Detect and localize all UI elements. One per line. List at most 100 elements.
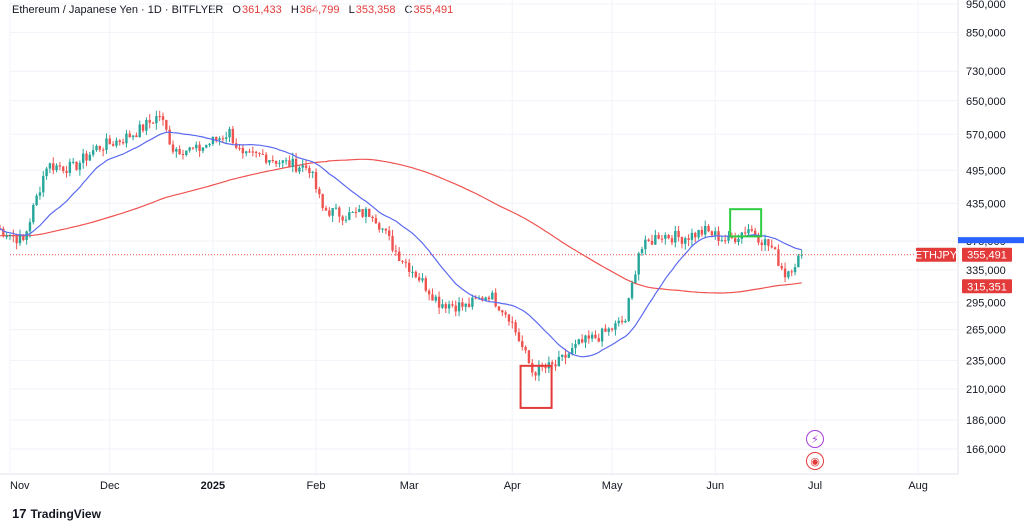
candle-body bbox=[577, 339, 581, 344]
candle-body bbox=[407, 262, 411, 272]
candle-body bbox=[584, 335, 587, 343]
slow-ma-tag: 315,351 bbox=[967, 281, 1007, 293]
candle-body bbox=[570, 348, 574, 354]
candle-body bbox=[421, 278, 424, 281]
low-label: L bbox=[348, 4, 355, 16]
candle-body bbox=[62, 166, 65, 171]
candle-body bbox=[447, 304, 451, 309]
candle-body bbox=[587, 335, 591, 339]
candle-body bbox=[527, 350, 531, 364]
candle-body bbox=[594, 334, 597, 339]
candle-body bbox=[68, 161, 72, 173]
candle-body bbox=[727, 236, 730, 241]
candle-body bbox=[161, 116, 165, 120]
candle-body bbox=[560, 354, 564, 357]
candle-body bbox=[411, 271, 414, 273]
last-price-tag: 355,491 bbox=[967, 250, 1007, 262]
candle-body bbox=[424, 278, 428, 291]
candle-body bbox=[451, 304, 454, 306]
candle-body bbox=[188, 147, 191, 151]
tradingview-logo[interactable]: 17 TradingView bbox=[12, 506, 101, 521]
candle-body bbox=[215, 136, 218, 141]
time-tick-label: Dec bbox=[100, 480, 120, 492]
high-annotation-box bbox=[729, 208, 763, 238]
candle-body bbox=[627, 298, 630, 321]
candle-body bbox=[650, 240, 654, 245]
candle-body bbox=[747, 229, 750, 234]
candle-body bbox=[141, 124, 145, 131]
close-label: C bbox=[404, 4, 413, 16]
lightning-icon[interactable]: ⚡ bbox=[806, 430, 824, 448]
candle-body bbox=[18, 234, 22, 244]
candle-body bbox=[371, 216, 374, 219]
candle-body bbox=[321, 194, 324, 209]
candle-body bbox=[151, 122, 155, 124]
annotations bbox=[519, 208, 763, 409]
candle-body bbox=[557, 356, 561, 367]
candle-body bbox=[331, 208, 334, 216]
candle-body bbox=[35, 195, 38, 206]
candle-body bbox=[45, 168, 48, 177]
candle-body bbox=[288, 160, 291, 167]
candle-body bbox=[338, 207, 341, 217]
candle-body bbox=[634, 274, 637, 284]
candle-body bbox=[364, 208, 368, 217]
candle-body bbox=[105, 138, 108, 151]
candle-body bbox=[660, 238, 664, 240]
candle-body bbox=[590, 334, 594, 339]
time-tick-label: Feb bbox=[307, 480, 326, 492]
candle-body bbox=[268, 160, 271, 163]
candle-body bbox=[614, 323, 617, 330]
candle-body bbox=[271, 160, 274, 162]
candle-body bbox=[481, 297, 484, 301]
candle-body bbox=[244, 151, 248, 154]
record-icon[interactable]: ◉ bbox=[806, 452, 824, 470]
candle-body bbox=[301, 165, 304, 168]
candle-body bbox=[55, 165, 58, 171]
candle-body bbox=[600, 328, 604, 342]
candle-body bbox=[178, 149, 181, 155]
high-value: 364,799 bbox=[299, 4, 340, 16]
time-tick-label: Mar bbox=[400, 480, 419, 492]
candle-body bbox=[75, 161, 78, 170]
candle-body bbox=[334, 207, 338, 209]
candle-body bbox=[497, 306, 501, 311]
open-label: O bbox=[232, 4, 241, 16]
candle-body bbox=[111, 144, 115, 146]
candle-body bbox=[118, 140, 121, 143]
candle-body bbox=[517, 332, 521, 342]
candle-body bbox=[763, 239, 767, 246]
candle-body bbox=[201, 147, 205, 151]
candle-body bbox=[580, 339, 584, 343]
price-tick-label: 435,000 bbox=[966, 198, 1006, 210]
candle-body bbox=[311, 171, 314, 174]
candle-body bbox=[444, 304, 447, 309]
candle-body bbox=[308, 167, 311, 174]
time-tick-label: Apr bbox=[504, 480, 521, 492]
candle-body bbox=[211, 136, 215, 144]
candle-body bbox=[261, 153, 265, 155]
candle-body bbox=[341, 216, 344, 221]
candle-body bbox=[101, 149, 105, 151]
price-tick-label: 950,000 bbox=[966, 0, 1006, 11]
candle-body bbox=[667, 235, 670, 239]
time-tick-label: 2025 bbox=[201, 480, 225, 492]
time-tick-label: May bbox=[602, 480, 623, 492]
candle-body bbox=[72, 161, 75, 163]
candle-body bbox=[81, 153, 85, 163]
chart-title: Ethereum / Japanese Yen · 1D · BITFLYER … bbox=[12, 4, 453, 16]
slow-ma-line bbox=[0, 158, 802, 294]
candle-body bbox=[690, 232, 694, 240]
candle-body bbox=[767, 239, 770, 246]
candle-body bbox=[647, 239, 650, 241]
candle-body bbox=[298, 167, 301, 172]
candle-body bbox=[155, 116, 158, 124]
candle-body bbox=[800, 254, 803, 256]
low-annotation-box bbox=[519, 364, 553, 409]
candle-body bbox=[780, 265, 783, 269]
price-tick-label: 186,000 bbox=[966, 415, 1006, 427]
candle-body bbox=[620, 320, 624, 323]
candle-body bbox=[291, 158, 294, 167]
candle-body bbox=[534, 372, 537, 376]
